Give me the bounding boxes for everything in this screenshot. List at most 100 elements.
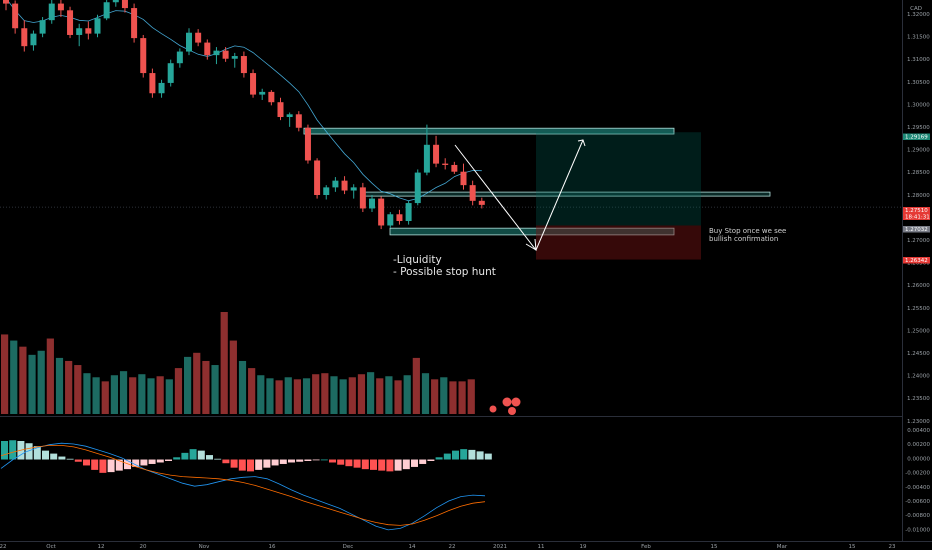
candle-body xyxy=(350,187,357,191)
macd-histogram-bar xyxy=(181,452,189,460)
volume-bar xyxy=(83,373,91,414)
macd-histogram-bar xyxy=(124,459,131,470)
candle-body xyxy=(277,102,284,117)
volume-bar xyxy=(357,374,366,414)
candle-body xyxy=(103,2,110,19)
volume-bar xyxy=(37,350,45,414)
candle-body xyxy=(268,91,275,103)
macd-histogram-bar xyxy=(255,459,263,470)
macd-histogram-bar xyxy=(345,459,353,467)
candle-body xyxy=(121,0,128,9)
macd-histogram-bar xyxy=(296,459,304,462)
macd-histogram-bar xyxy=(1,441,8,460)
price-tag-label: 1.26342 xyxy=(905,258,928,264)
macd-tick-label: -0.00800 xyxy=(905,513,930,519)
event-badge-icon xyxy=(511,397,521,407)
liquidity-line-1: -Liquidity xyxy=(393,254,442,266)
candle-body xyxy=(186,32,192,52)
macd-tick-label: -0.00200 xyxy=(905,471,930,477)
volume-bar xyxy=(55,357,64,414)
candle-body xyxy=(48,3,55,21)
liquidity-line-2: - Possible stop hunt xyxy=(393,266,496,278)
macd-histogram-bar xyxy=(165,459,172,461)
volume-bar xyxy=(284,377,292,414)
time-tick-label: Mar xyxy=(777,544,788,550)
candle-body xyxy=(414,172,421,204)
macd-tick-label: -0.01000 xyxy=(905,527,930,533)
event-badge-icon xyxy=(502,397,512,407)
volume-bar xyxy=(147,378,155,414)
candle-body xyxy=(21,28,28,47)
liquidity-zone xyxy=(389,227,675,236)
candle-body xyxy=(30,33,37,46)
volume-bar xyxy=(19,346,27,414)
macd-histogram-bar xyxy=(370,459,377,470)
time-tick-label: 22 xyxy=(449,544,456,550)
volume-bar xyxy=(293,379,301,414)
time-tick-label: 15 xyxy=(711,544,718,550)
macd-histogram-bar xyxy=(353,459,361,468)
price-tick-label: 1.29500 xyxy=(907,125,930,131)
volume-bar xyxy=(440,377,448,414)
candle-body xyxy=(213,50,220,56)
candle-body xyxy=(222,50,229,59)
macd-histogram-bar xyxy=(337,459,345,465)
volume-bar xyxy=(394,380,402,414)
volume-bar xyxy=(467,379,475,414)
macd-histogram-bar xyxy=(460,449,468,460)
candle-body xyxy=(423,144,430,173)
volume-bar xyxy=(10,340,18,414)
macd-histogram-bar xyxy=(74,459,82,462)
candle-body xyxy=(149,73,156,94)
candle-body xyxy=(478,200,485,205)
price-tick-label: 1.29000 xyxy=(907,148,930,154)
price-tag-label: 1.27510 xyxy=(905,208,928,214)
volume-bar xyxy=(421,373,430,414)
time-tick-label: 20 xyxy=(140,544,147,550)
price-tick-label: 1.24000 xyxy=(907,374,930,380)
macd-histogram-bar xyxy=(452,450,459,460)
time-tick-label: 12 xyxy=(98,544,105,550)
arrow-head-down xyxy=(525,238,537,251)
candle-body xyxy=(158,82,165,94)
price-tag xyxy=(903,257,930,264)
time-tick-label: 15 xyxy=(849,544,856,550)
time-tick-label: 19 xyxy=(580,544,587,550)
price-tick-label: 1.23500 xyxy=(907,396,930,402)
volume-bar xyxy=(229,340,237,414)
buy-stop-line-2: bullish confirmation xyxy=(709,235,779,243)
volume-bar xyxy=(275,380,283,414)
macd-histogram-bar xyxy=(189,449,197,460)
candle-body xyxy=(286,114,293,117)
macd-histogram-bar xyxy=(83,459,90,466)
volume-bar xyxy=(138,374,146,414)
moving-average-line xyxy=(6,0,482,202)
macd-histogram-bar xyxy=(443,453,451,460)
candle-body xyxy=(341,180,348,191)
volume-bar xyxy=(129,377,137,414)
candle-body xyxy=(12,3,19,29)
macd-histogram-bar xyxy=(468,449,476,460)
macd-tick-label: 0.00200 xyxy=(907,442,930,448)
volume-bar xyxy=(193,352,201,414)
volume-bar xyxy=(119,371,128,414)
volume-bar xyxy=(257,375,265,414)
price-tag-label: 1.29169 xyxy=(905,134,928,140)
macd-tick-label: -0.00400 xyxy=(905,485,930,491)
price-tag-label: 1.27032 xyxy=(905,227,928,233)
macd-histogram-bar xyxy=(329,459,336,463)
candle-body xyxy=(332,180,339,188)
liquidity-annotation: -Liquidity - Possible stop hunt xyxy=(393,254,496,278)
macd-histogram-bar xyxy=(99,459,107,473)
price-tick-label: 1.31500 xyxy=(907,35,930,41)
volume-bar xyxy=(46,338,54,414)
volume-bar xyxy=(385,376,393,414)
time-tick-label: 11 xyxy=(538,544,545,550)
macd-histogram-bar xyxy=(107,459,115,473)
currency-label: CAD xyxy=(910,6,922,12)
candle-body xyxy=(460,171,467,186)
volume-bar xyxy=(248,368,256,414)
volume-bar xyxy=(211,365,219,414)
signal-line xyxy=(0,444,486,526)
